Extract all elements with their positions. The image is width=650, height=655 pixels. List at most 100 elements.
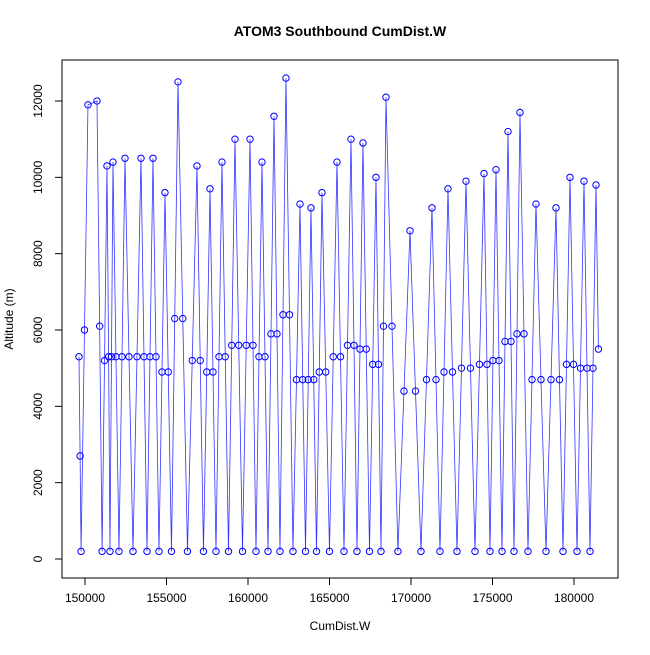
data-point xyxy=(325,547,334,556)
data-point xyxy=(562,360,571,369)
data-point xyxy=(285,311,294,319)
data-point xyxy=(276,547,284,556)
y-tick-label: 6000 xyxy=(31,316,45,343)
data-point xyxy=(310,375,318,384)
data-point xyxy=(580,177,588,185)
data-point xyxy=(107,353,116,361)
data-point xyxy=(394,547,402,556)
data-point xyxy=(183,547,192,556)
x-tick-label: 175000 xyxy=(472,591,512,605)
data-point xyxy=(206,185,214,193)
data-point xyxy=(422,375,431,384)
data-point xyxy=(444,185,452,193)
data-point xyxy=(377,547,385,556)
data-point xyxy=(495,356,503,365)
data-point xyxy=(432,375,440,384)
data-point xyxy=(569,360,578,369)
data-point xyxy=(516,108,524,117)
data-line xyxy=(78,78,599,552)
y-tick-label: 10000 xyxy=(31,160,45,194)
data-point xyxy=(513,330,521,338)
plot-frame xyxy=(61,59,619,579)
y-tick-label: 8000 xyxy=(31,240,45,267)
data-point xyxy=(164,368,172,376)
data-point xyxy=(80,326,89,334)
data-point xyxy=(152,353,160,361)
data-point xyxy=(532,200,540,208)
data-point xyxy=(566,173,574,182)
data-point xyxy=(238,547,247,556)
data-point xyxy=(100,356,109,365)
y-tick-label: 0 xyxy=(31,555,45,562)
data-point xyxy=(231,135,239,143)
data-point xyxy=(504,127,512,136)
data-point xyxy=(475,360,484,369)
data-point xyxy=(379,322,388,330)
data-point xyxy=(552,204,560,212)
data-point xyxy=(289,547,297,556)
data-point xyxy=(318,188,326,197)
x-tick-label: 170000 xyxy=(391,591,431,605)
data-point xyxy=(228,341,236,349)
y-tick-label: 4000 xyxy=(31,393,45,420)
data-point xyxy=(188,356,196,365)
data-point xyxy=(171,314,179,323)
data-point xyxy=(374,360,383,369)
x-tick-label: 180000 xyxy=(554,591,594,605)
data-point xyxy=(471,547,479,556)
data-point xyxy=(369,360,377,369)
data-point xyxy=(365,547,374,556)
data-point xyxy=(448,368,457,376)
data-point xyxy=(466,364,475,372)
data-point xyxy=(322,368,330,376)
data-point xyxy=(196,356,204,365)
data-point xyxy=(84,101,92,109)
data-point xyxy=(209,368,217,376)
data-point xyxy=(246,135,254,143)
data-point xyxy=(507,337,515,346)
data-point xyxy=(221,353,229,361)
data-point xyxy=(273,330,281,338)
data-point xyxy=(312,547,321,556)
data-point xyxy=(457,364,466,372)
data-point xyxy=(329,353,337,361)
data-point xyxy=(121,154,129,162)
data-point xyxy=(103,162,111,170)
data-point xyxy=(589,364,597,372)
data-point xyxy=(125,353,133,361)
data-point xyxy=(586,547,594,556)
data-point xyxy=(133,353,141,361)
data-point xyxy=(388,322,396,330)
data-point xyxy=(235,341,243,349)
data-point xyxy=(382,93,390,101)
data-point xyxy=(301,547,310,556)
data-point xyxy=(149,154,157,162)
data-point xyxy=(537,375,545,384)
data-point xyxy=(510,547,518,556)
data-point xyxy=(411,387,420,395)
data-point xyxy=(340,547,348,556)
x-tick-label: 155000 xyxy=(146,591,186,605)
data-point xyxy=(440,368,448,376)
data-point xyxy=(524,547,532,556)
data-point xyxy=(406,227,414,235)
data-point xyxy=(264,547,272,556)
data-point xyxy=(462,177,470,185)
data-point xyxy=(362,345,370,353)
data-point xyxy=(106,547,114,556)
x-axis-label: CumDist.W xyxy=(310,619,371,633)
data-point xyxy=(224,547,233,556)
data-point xyxy=(333,158,341,166)
data-point xyxy=(167,547,176,556)
data-point xyxy=(592,181,600,189)
data-point xyxy=(77,547,85,556)
data-point xyxy=(417,547,425,556)
data-point xyxy=(218,158,226,166)
y-tick-label: 2000 xyxy=(31,469,45,496)
y-tick-label: 12000 xyxy=(31,84,45,118)
data-point xyxy=(299,375,307,384)
data-point xyxy=(336,353,345,361)
data-point xyxy=(480,169,488,178)
data-point xyxy=(261,353,269,361)
